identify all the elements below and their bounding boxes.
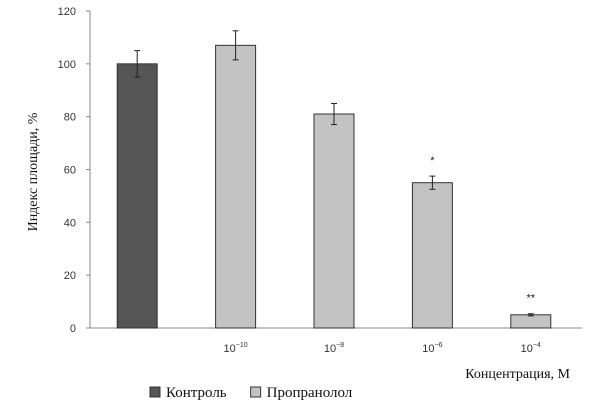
legend-swatch bbox=[149, 386, 161, 398]
x-axis-title: Концентрация, М bbox=[465, 367, 570, 382]
legend: Контроль Пропранолол bbox=[149, 385, 353, 401]
y-tick-label: 0 bbox=[70, 323, 76, 335]
bar-10^-8 bbox=[313, 113, 355, 329]
legend-item: Контроль bbox=[149, 385, 227, 401]
error-bar bbox=[232, 30, 239, 61]
x-tick-labels: 10−10 10−8 10−6 10−4 bbox=[224, 342, 541, 355]
legend-label: Контроль bbox=[166, 385, 227, 401]
bar-10^-4 bbox=[510, 314, 552, 329]
legend-label: Пропранолол bbox=[267, 385, 353, 401]
significance-marker: ** bbox=[527, 293, 536, 305]
bar-10^-6 bbox=[411, 182, 453, 329]
bar-10^-10 bbox=[215, 44, 257, 329]
y-tick-label: 120 bbox=[58, 6, 76, 18]
y-tick-label: 80 bbox=[64, 112, 76, 124]
y-tick-label: 40 bbox=[64, 217, 76, 229]
bars: *** bbox=[116, 30, 552, 329]
y-axis-title: Индекс площади, % bbox=[26, 112, 41, 231]
y-tick-label: 20 bbox=[64, 270, 76, 282]
legend-item: Пропранолол bbox=[250, 385, 353, 401]
bar-control bbox=[116, 63, 158, 329]
error-bar bbox=[527, 313, 534, 317]
error-bar bbox=[331, 102, 337, 126]
x-tick-label: 10−10 bbox=[224, 342, 248, 355]
x-tick-label: 10−4 bbox=[521, 342, 541, 355]
y-axis: 0 20 40 60 80 100 120 bbox=[58, 6, 582, 335]
y-tick-label: 60 bbox=[64, 165, 76, 177]
significance-marker: * bbox=[430, 155, 435, 167]
y-tick-label: 100 bbox=[58, 59, 76, 71]
x-tick-label: 10−6 bbox=[422, 342, 442, 355]
legend-swatch bbox=[250, 386, 262, 398]
error-bar bbox=[429, 175, 436, 190]
error-bar bbox=[134, 50, 141, 78]
x-tick-label: 10−8 bbox=[324, 342, 344, 355]
